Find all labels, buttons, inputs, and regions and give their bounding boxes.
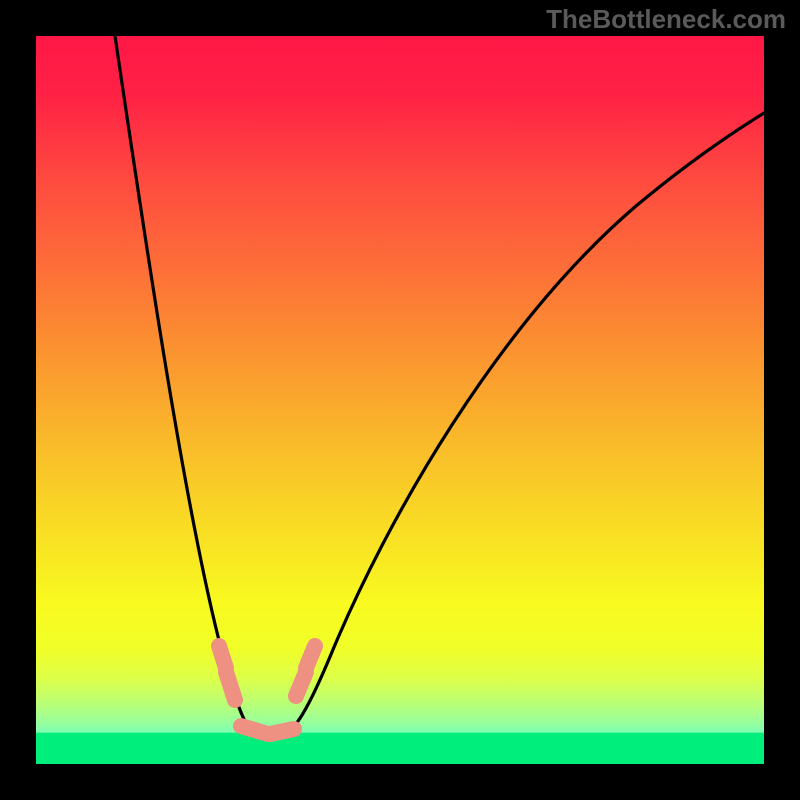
curve-layer: [36, 36, 764, 764]
marker-capsule: [270, 729, 294, 734]
watermark-text: TheBottleneck.com: [546, 4, 786, 35]
marker-cluster: [219, 646, 315, 734]
marker-capsule: [226, 672, 235, 700]
plot-area: [36, 36, 764, 764]
curve-left-branch: [115, 36, 268, 733]
marker-capsule: [306, 646, 315, 668]
curve-right-branch: [268, 113, 764, 733]
